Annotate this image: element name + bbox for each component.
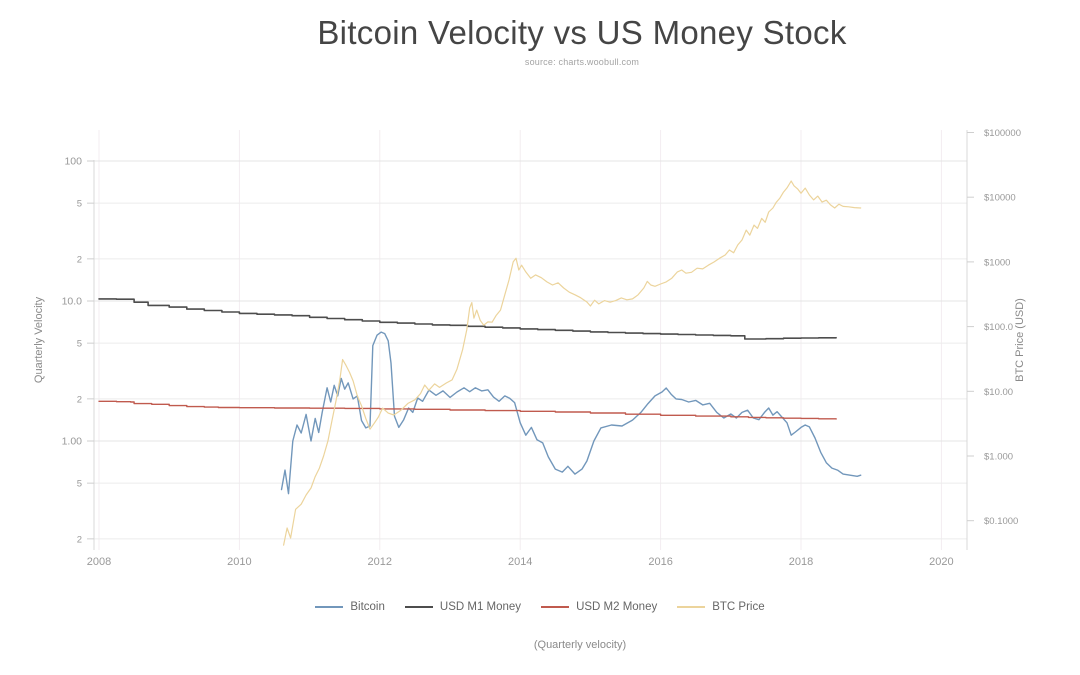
bitcoin-line-swatch-icon <box>315 606 344 608</box>
svg-text:$10000: $10000 <box>984 193 1016 204</box>
axis-tick-labels: 100 5 2 10.0 5 2 1.00 5 2 $100000 $10000 $1000 $100.… <box>62 128 1021 568</box>
axes <box>87 130 974 550</box>
svg-text:2: 2 <box>77 534 82 545</box>
series-line-btc-price <box>283 180 862 546</box>
svg-text:$1000: $1000 <box>984 257 1010 268</box>
svg-text:2020: 2020 <box>929 556 953 568</box>
svg-text:$100.0: $100.0 <box>984 322 1013 333</box>
svg-text:2010: 2010 <box>227 556 251 568</box>
svg-text:2: 2 <box>77 394 82 405</box>
left-axis-title: Quarterly Velocity <box>33 296 45 383</box>
svg-text:10.0: 10.0 <box>62 296 83 308</box>
svg-text:100: 100 <box>64 156 82 168</box>
chart-title: Bitcoin Velocity vs US Money Stock <box>317 14 847 51</box>
usd-m1-line-swatch-icon <box>404 606 433 608</box>
legend-label-btc-price: BTC Price <box>712 601 765 613</box>
chart-legend: Bitcoin USD M1 Money USD M2 Money BTC Pr… <box>0 601 1080 613</box>
vertical-gridlines <box>98 130 942 550</box>
svg-text:5: 5 <box>77 339 82 350</box>
svg-text:$1.000: $1.000 <box>984 452 1013 463</box>
svg-text:5: 5 <box>77 199 82 210</box>
svg-text:$100000: $100000 <box>984 128 1021 139</box>
svg-text:2: 2 <box>77 254 82 265</box>
chart-header: Bitcoin Velocity vs US Money Stock sourc… <box>42 14 1080 67</box>
legend-item-bitcoin[interactable]: Bitcoin <box>315 601 385 613</box>
legend-item-usd-m2[interactable]: USD M2 Money <box>541 601 657 613</box>
svg-text:$10.00: $10.00 <box>984 387 1013 398</box>
legend-label-usd-m1: USD M1 Money <box>439 601 522 613</box>
series-line-bitcoin <box>280 331 862 495</box>
svg-text:5: 5 <box>77 479 82 490</box>
legend-label-usd-m2: USD M2 Money <box>576 601 658 613</box>
horizontal-gridlines <box>94 160 967 540</box>
svg-text:$0.1000: $0.1000 <box>984 516 1018 527</box>
svg-text:2016: 2016 <box>648 556 672 568</box>
legend-item-usd-m1[interactable]: USD M1 Money <box>404 601 522 613</box>
chart-caption: (Quarterly velocity) <box>533 639 627 651</box>
svg-text:1.00: 1.00 <box>62 436 83 448</box>
chart-source: source: charts.woobull.com <box>524 57 640 67</box>
legend-item-btc-price[interactable]: BTC Price <box>677 601 765 613</box>
right-axis-title: BTC Price (USD) <box>1014 298 1026 382</box>
series-line-usd-m2-money <box>98 400 837 420</box>
svg-text:2012: 2012 <box>368 556 392 568</box>
legend-label-bitcoin: Bitcoin <box>350 601 385 613</box>
series-lines <box>98 180 862 546</box>
usd-m2-line-swatch-icon <box>541 606 570 608</box>
btc-price-line-swatch-icon <box>677 606 706 608</box>
series-line-usd-m1-money <box>98 298 837 340</box>
svg-text:2008: 2008 <box>87 556 111 568</box>
svg-text:2018: 2018 <box>789 556 813 568</box>
svg-text:2014: 2014 <box>508 556 532 568</box>
